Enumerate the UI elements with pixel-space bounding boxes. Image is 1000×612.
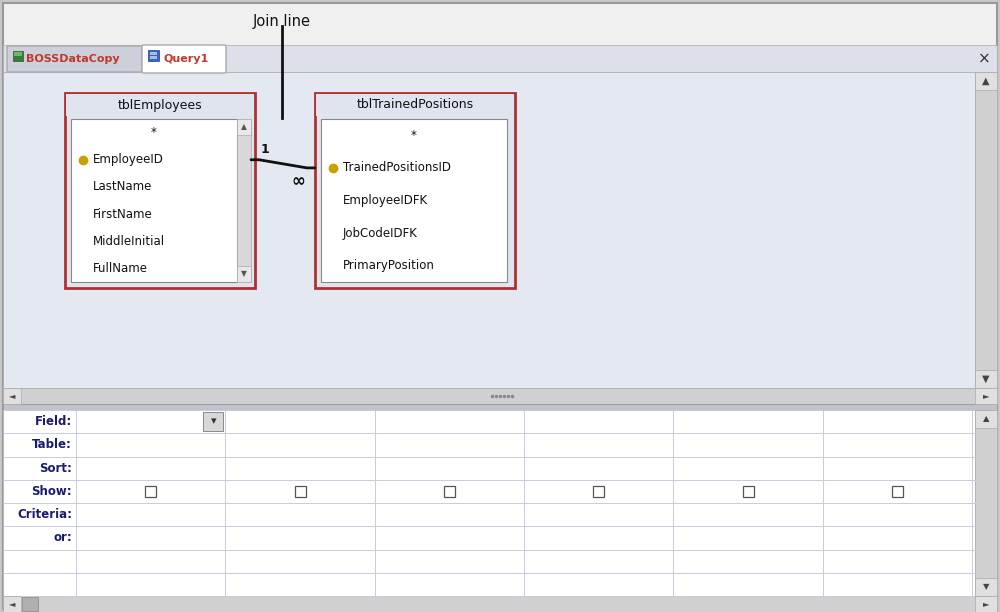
Bar [3, 388, 997, 404]
Bar [975, 578, 997, 596]
Text: EmployeeIDFK: EmployeeIDFK [343, 194, 428, 207]
FancyBboxPatch shape [7, 46, 142, 72]
Bar [975, 410, 997, 428]
Text: JobCodeIDFK: JobCodeIDFK [343, 226, 418, 240]
Bar [145, 486, 156, 497]
Bar [3, 388, 21, 404]
Text: Field:: Field: [35, 415, 72, 428]
Bar [71, 119, 237, 282]
Bar [444, 486, 455, 497]
Text: or:: or: [53, 531, 72, 545]
Bar [975, 370, 997, 388]
Text: ▲: ▲ [241, 122, 247, 132]
Bar [150, 52, 157, 55]
Text: tblEmployees: tblEmployees [118, 99, 202, 111]
Text: ▲: ▲ [982, 76, 990, 86]
Bar [3, 404, 997, 410]
Text: MiddleInitial: MiddleInitial [93, 235, 165, 248]
Text: LastName: LastName [93, 181, 152, 193]
Bar [14, 52, 22, 56]
Text: TrainedPositionsID: TrainedPositionsID [343, 162, 451, 174]
Bar [294, 486, 306, 497]
Bar [203, 412, 223, 431]
Text: BOSSDataCopy: BOSSDataCopy [26, 54, 120, 64]
Text: Table:: Table: [32, 438, 72, 452]
Text: ►: ► [983, 600, 989, 608]
Bar [3, 72, 975, 388]
Bar [237, 266, 251, 282]
Bar [742, 486, 754, 497]
Text: Join line: Join line [253, 14, 311, 29]
Bar [3, 596, 997, 612]
Text: ▾: ▾ [211, 417, 216, 427]
Bar [316, 94, 514, 116]
Bar [593, 486, 604, 497]
Text: FirstName: FirstName [93, 207, 153, 220]
Bar [237, 119, 251, 135]
Bar [65, 93, 255, 288]
Text: Show:: Show: [31, 485, 72, 498]
Bar [237, 119, 251, 282]
Bar [3, 596, 21, 612]
Bar [975, 410, 997, 596]
Text: *: * [151, 126, 157, 139]
Text: Sort:: Sort: [39, 461, 72, 475]
FancyBboxPatch shape [142, 45, 226, 73]
Bar [3, 410, 975, 596]
Bar [975, 596, 997, 612]
Text: *: * [411, 129, 417, 142]
Text: tblTrainedPositions: tblTrainedPositions [356, 99, 474, 111]
Text: ∞: ∞ [291, 172, 305, 190]
Text: Criteria:: Criteria: [17, 508, 72, 521]
Text: ►: ► [983, 392, 989, 400]
Text: 1: 1 [261, 143, 270, 155]
Bar [150, 56, 157, 59]
Bar [3, 45, 997, 72]
Bar [13, 51, 23, 61]
Bar [315, 93, 515, 288]
Text: ×: × [978, 51, 990, 67]
Bar [148, 50, 159, 61]
Bar [321, 119, 507, 282]
Text: ▼: ▼ [982, 374, 990, 384]
Text: ▼: ▼ [983, 583, 989, 592]
Text: ▲: ▲ [983, 414, 989, 424]
Text: PrimaryPosition: PrimaryPosition [343, 259, 435, 272]
Text: FullName: FullName [93, 262, 148, 275]
Bar [975, 72, 997, 388]
Bar [66, 94, 254, 116]
Text: ◄: ◄ [9, 392, 15, 400]
Text: Query1: Query1 [163, 54, 208, 64]
Text: ▼: ▼ [241, 269, 247, 278]
Bar [22, 597, 38, 611]
Bar [975, 72, 997, 90]
Text: ◄: ◄ [9, 600, 15, 608]
Bar [975, 388, 997, 404]
Bar [892, 486, 903, 497]
Text: EmployeeID: EmployeeID [93, 153, 164, 166]
